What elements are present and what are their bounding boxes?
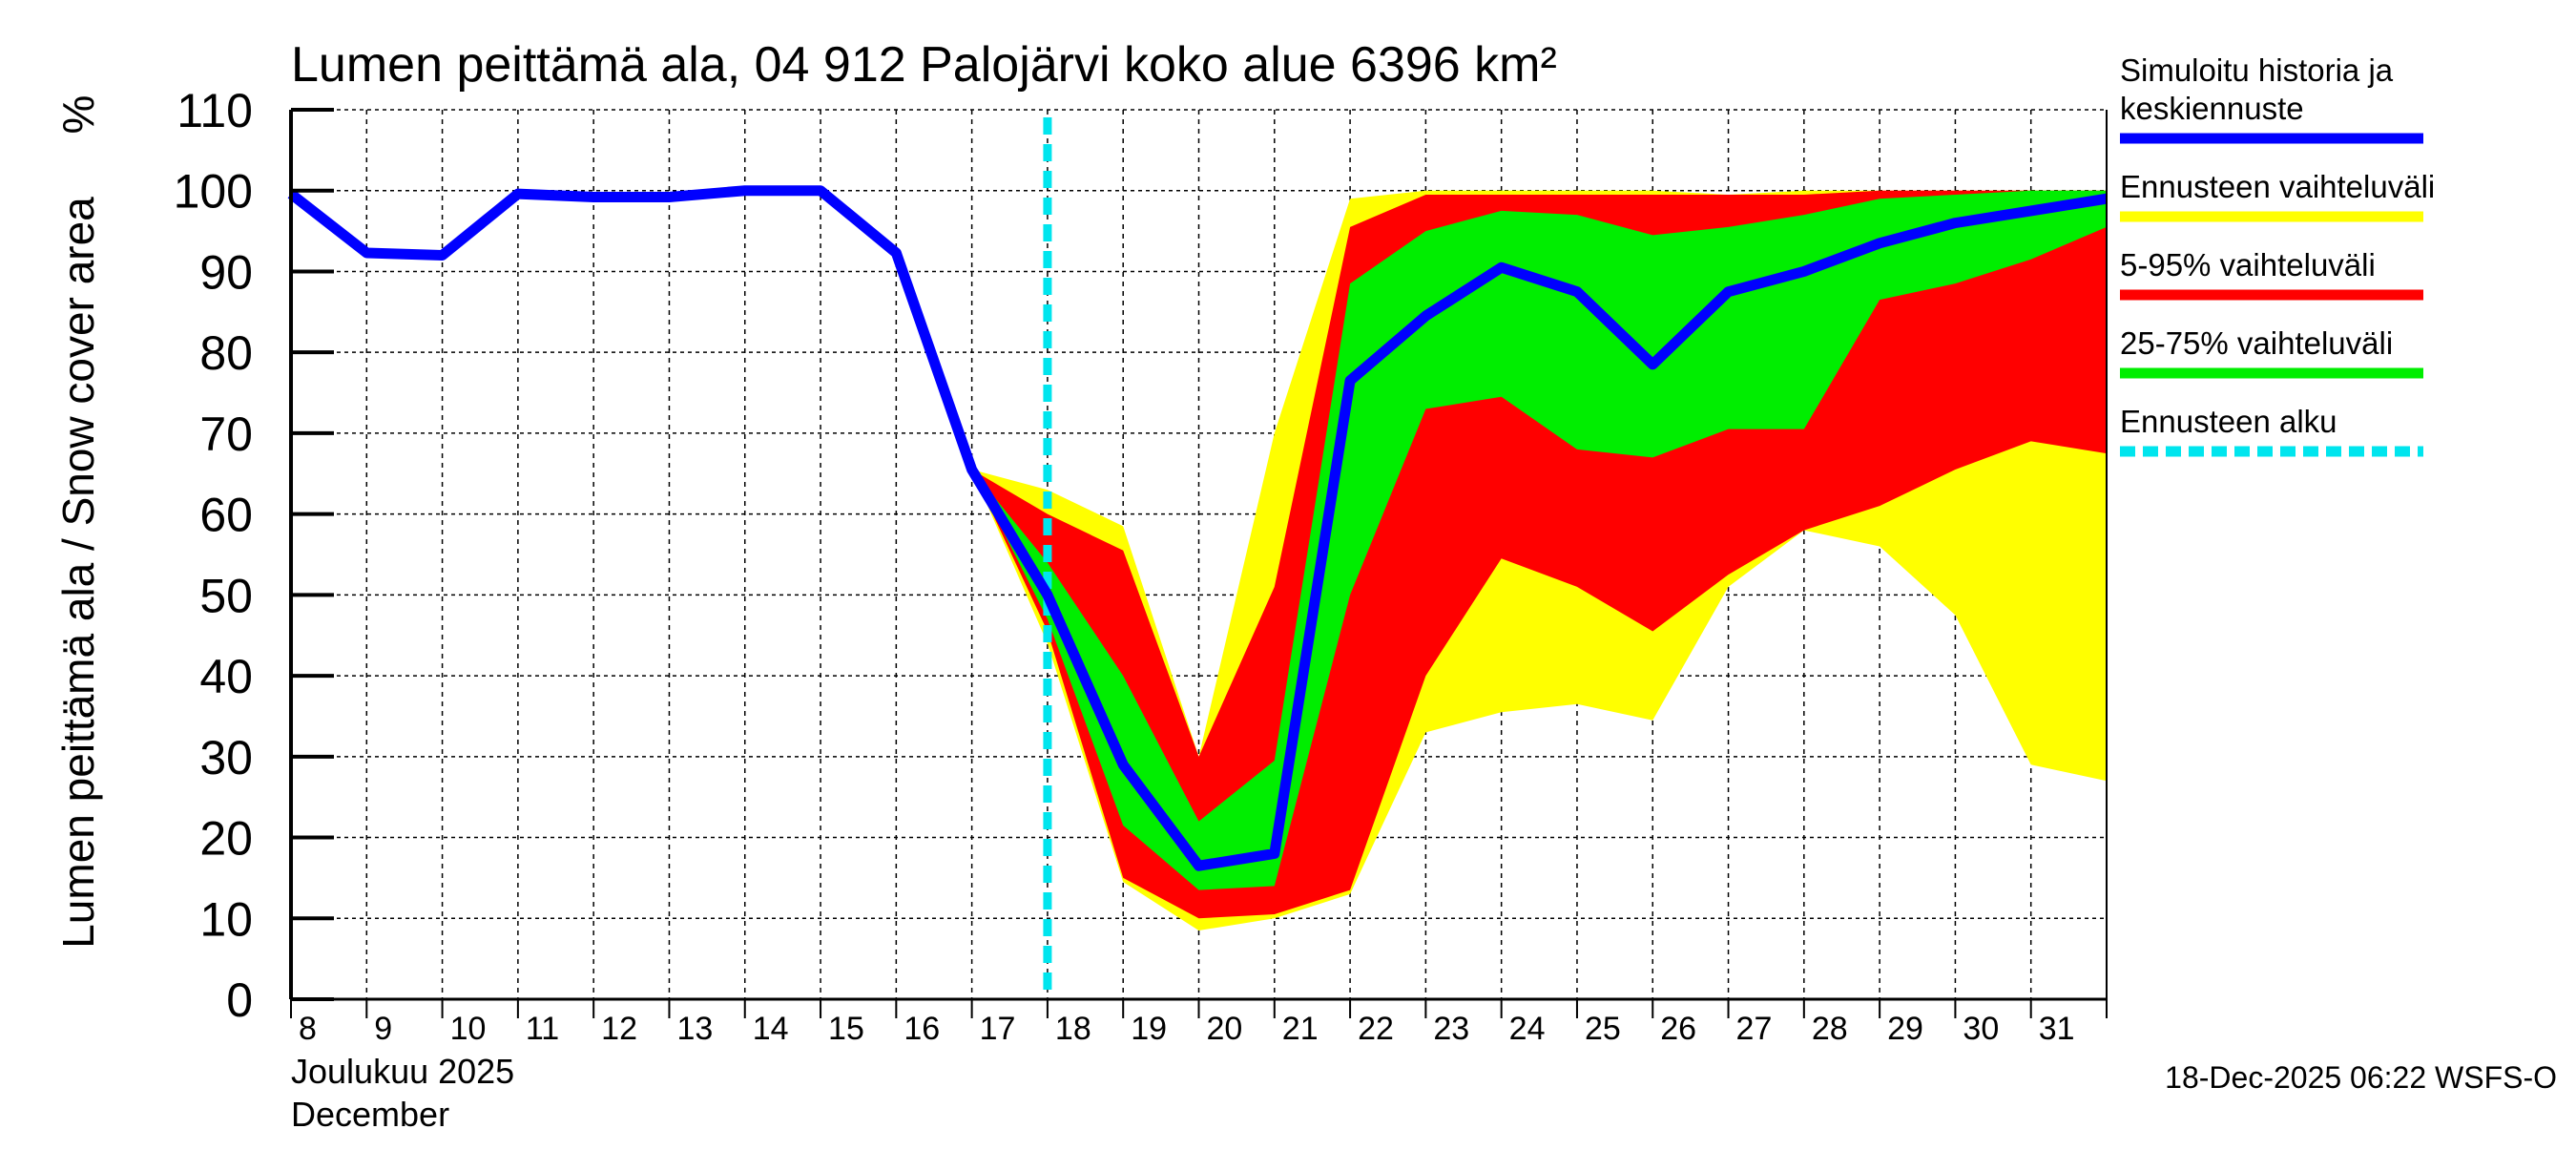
x-tick-label: 23 [1433,1011,1469,1047]
x-tick-label: 19 [1131,1011,1167,1047]
x-tick-label: 29 [1887,1011,1923,1047]
y-tick-label: 70 [199,408,253,461]
y-tick-label: 110 [177,84,253,137]
chart-title: Lumen peittämä ala, 04 912 Palojärvi kok… [291,37,1557,93]
y-tick-label: 30 [199,731,253,784]
x-tick-label: 20 [1207,1011,1243,1047]
footer-timestamp: 18-Dec-2025 06:22 WSFS-O [2165,1060,2557,1095]
legend-label: keskiennuste [2120,91,2304,126]
x-axis-label-fi: Joulukuu 2025 [291,1052,514,1091]
bands [972,191,2107,930]
x-tick-label: 26 [1660,1011,1696,1047]
y-tick-label: 40 [199,650,253,703]
x-tick-label: 30 [1963,1011,1999,1047]
y-axis-unit: % [53,95,103,135]
legend-label: Ennusteen alku [2120,404,2337,439]
x-tick-label: 22 [1358,1011,1394,1047]
x-tick-label: 11 [526,1011,559,1047]
y-tick-label: 100 [174,165,253,219]
x-tick-label: 12 [601,1011,637,1047]
x-tick-label: 16 [904,1011,940,1047]
x-tick-label: 21 [1282,1011,1319,1047]
x-tick-label: 28 [1812,1011,1848,1047]
x-tick-label: 27 [1736,1011,1773,1047]
x-axis-label-en: December [291,1095,449,1134]
y-axis-label: Lumen peittämä ala / Snow cover area [53,197,103,949]
legend-label: Simuloitu historia ja [2120,52,2394,88]
x-tick-label: 15 [828,1011,864,1047]
y-tick-label: 10 [199,892,253,946]
x-tick-label: 10 [450,1011,487,1047]
x-tick-label: 13 [676,1011,713,1047]
y-tick-label: 80 [199,326,253,380]
x-tick-label: 8 [299,1011,317,1047]
y-tick-label: 0 [226,973,253,1027]
x-tick-label: 9 [374,1011,392,1047]
x-tick-label: 18 [1055,1011,1091,1047]
y-tick-label: 50 [199,569,253,622]
legend-label: 25-75% vaihteluväli [2120,325,2393,361]
y-tick-label: 90 [199,245,253,299]
y-tick-label: 20 [199,812,253,866]
x-tick-label: 25 [1585,1011,1621,1047]
legend-label: Ennusteen vaihteluväli [2120,169,2435,204]
y-tick-label: 60 [199,489,253,542]
x-tick-label: 17 [980,1011,1016,1047]
x-tick-label: 24 [1509,1011,1546,1047]
x-tick-label: 14 [753,1011,789,1047]
x-tick-label: 31 [2039,1011,2075,1047]
legend-label: 5-95% vaihteluväli [2120,247,2376,282]
